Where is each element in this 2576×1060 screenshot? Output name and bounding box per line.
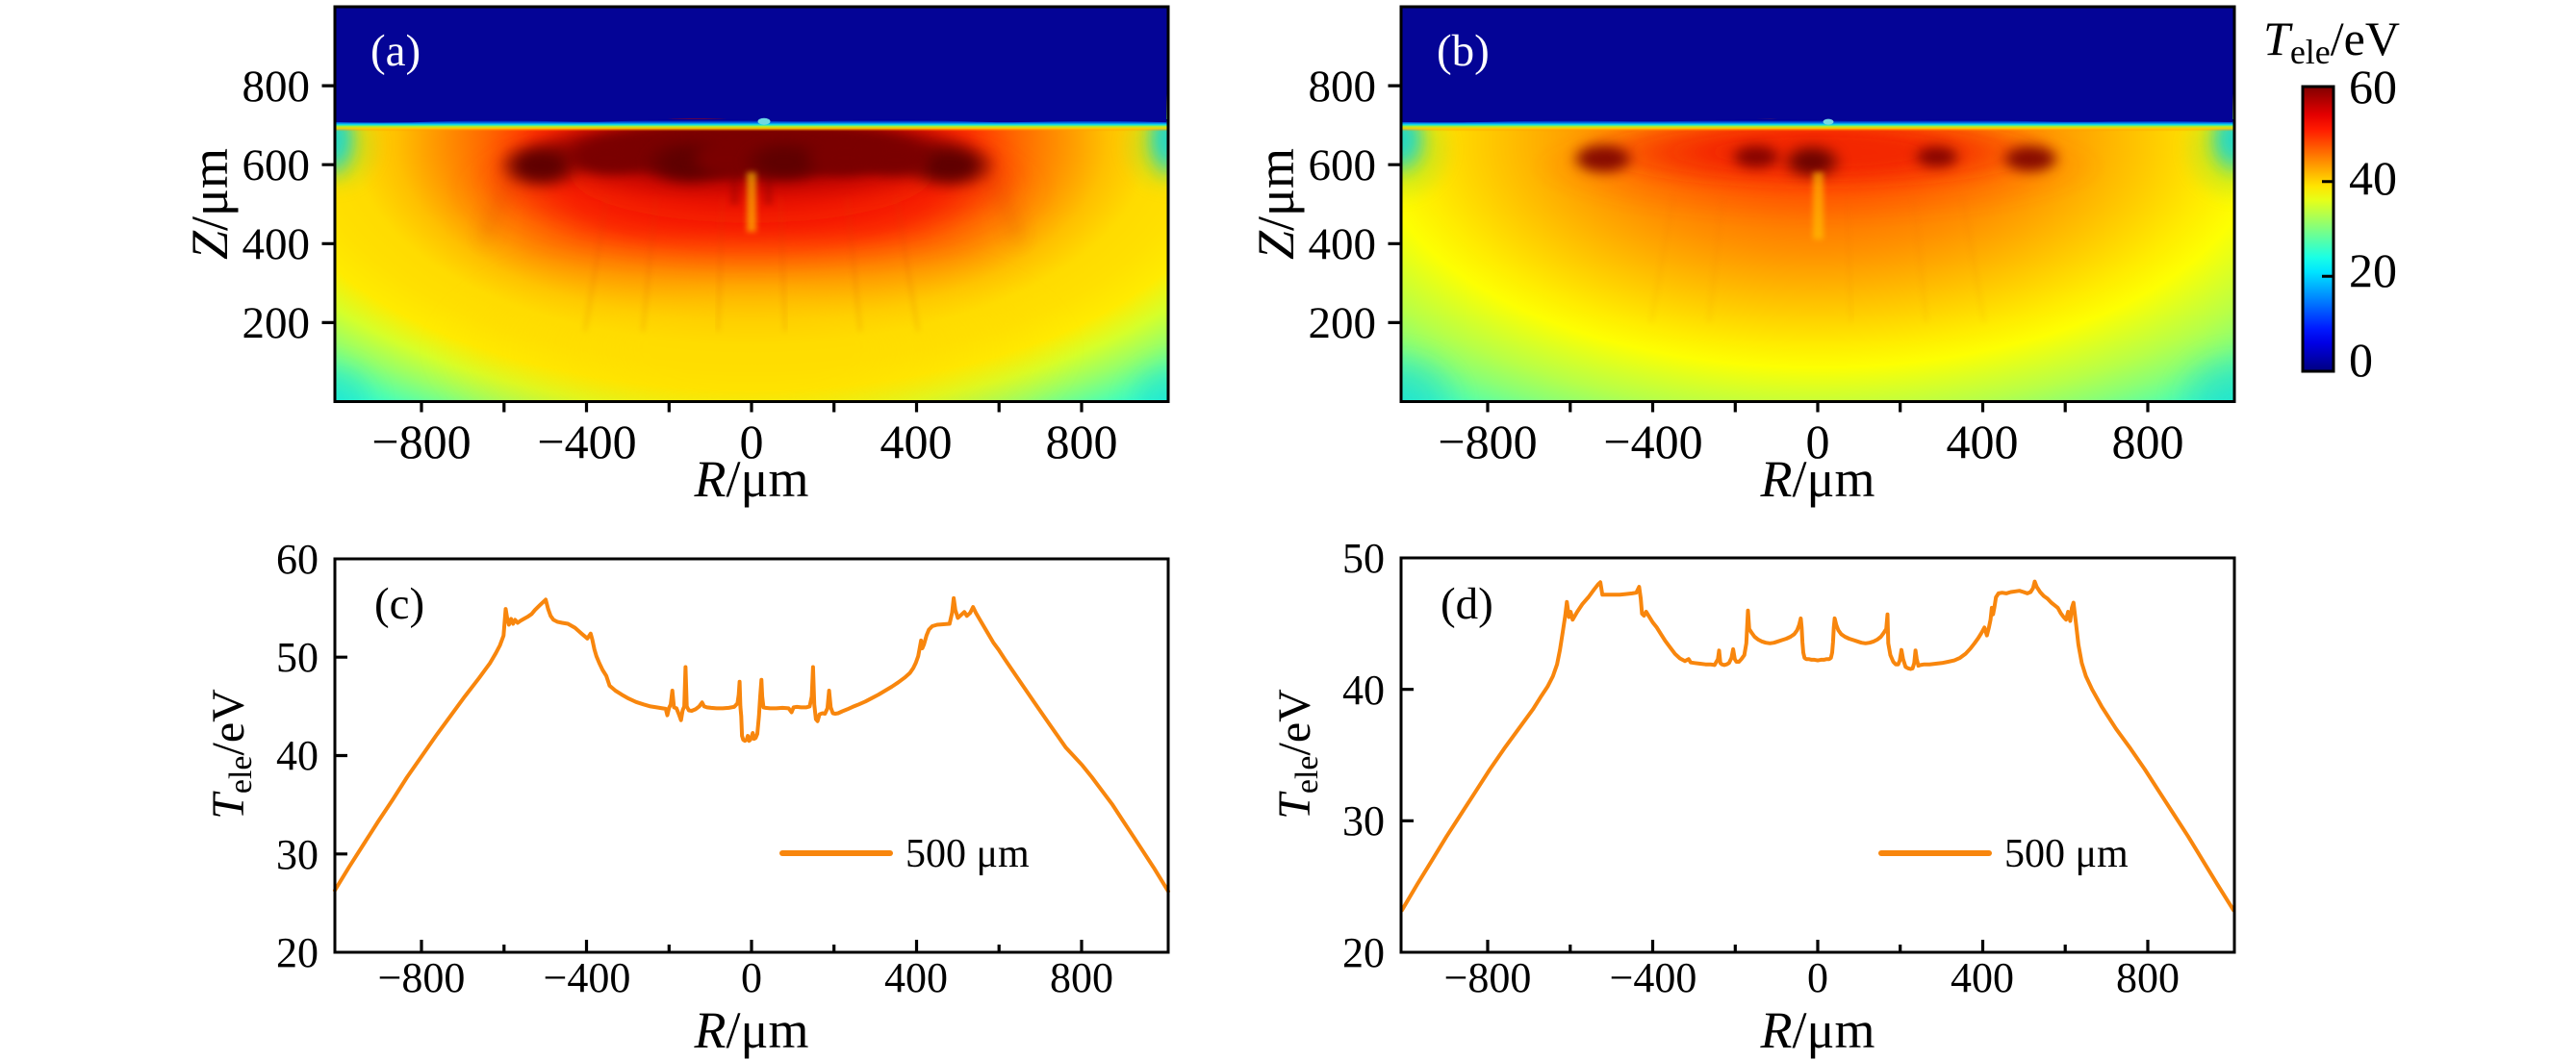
svg-text:Z/μm: Z/μm [1247, 148, 1305, 260]
svg-text:500 μm: 500 μm [905, 832, 1030, 876]
svg-text:0: 0 [741, 954, 762, 1001]
svg-text:400: 400 [884, 954, 948, 1001]
svg-text:R/μm: R/μm [694, 450, 809, 508]
svg-text:(a): (a) [370, 26, 421, 76]
svg-text:30: 30 [276, 831, 319, 878]
svg-text:800: 800 [1050, 954, 1113, 1001]
svg-text:(b): (b) [1437, 26, 1490, 76]
svg-text:(d): (d) [1441, 579, 1493, 629]
svg-text:50: 50 [276, 634, 319, 681]
svg-text:20: 20 [1342, 929, 1385, 976]
svg-text:600: 600 [242, 140, 311, 190]
svg-text:400: 400 [880, 415, 953, 468]
svg-text:(c): (c) [374, 579, 424, 629]
svg-text:0: 0 [1806, 415, 1830, 468]
svg-text:800: 800 [2112, 415, 2184, 468]
svg-text:20: 20 [276, 929, 319, 976]
svg-text:−400: −400 [544, 954, 631, 1001]
svg-text:R/μm: R/μm [1760, 1001, 1875, 1059]
svg-text:400: 400 [1947, 415, 2019, 468]
svg-text:Tele/eV: Tele/eV [2263, 12, 2400, 71]
svg-text:20: 20 [2349, 243, 2397, 297]
svg-text:800: 800 [242, 62, 311, 112]
svg-text:−400: −400 [1610, 954, 1697, 1001]
svg-text:60: 60 [276, 536, 319, 583]
svg-text:40: 40 [1342, 667, 1385, 714]
svg-text:0: 0 [2349, 333, 2373, 387]
svg-text:R/μm: R/μm [694, 1001, 809, 1059]
svg-text:800: 800 [2116, 954, 2180, 1001]
svg-text:Tele/eV: Tele/eV [1269, 689, 1325, 820]
svg-text:600: 600 [1309, 140, 1377, 190]
svg-text:−800: −800 [371, 415, 471, 468]
svg-text:−400: −400 [1603, 415, 1702, 468]
svg-text:50: 50 [1342, 535, 1385, 582]
svg-text:40: 40 [276, 732, 319, 779]
svg-text:400: 400 [242, 219, 311, 269]
svg-text:0: 0 [740, 415, 764, 468]
svg-text:0: 0 [1807, 954, 1828, 1001]
svg-text:−800: −800 [378, 954, 466, 1001]
svg-text:−800: −800 [1444, 954, 1532, 1001]
svg-text:200: 200 [1309, 298, 1377, 348]
svg-text:800: 800 [1309, 62, 1377, 112]
svg-text:R/μm: R/μm [1760, 450, 1875, 508]
svg-text:60: 60 [2349, 60, 2397, 114]
svg-text:30: 30 [1342, 797, 1385, 845]
svg-text:Tele/eV: Tele/eV [203, 689, 259, 820]
svg-text:800: 800 [1046, 415, 1118, 468]
svg-text:400: 400 [1951, 954, 2014, 1001]
svg-text:400: 400 [1309, 219, 1377, 269]
svg-text:−800: −800 [1438, 415, 1537, 468]
svg-text:500 μm: 500 μm [2004, 832, 2129, 876]
svg-text:200: 200 [242, 298, 311, 348]
svg-text:40: 40 [2349, 151, 2397, 205]
svg-text:Z/μm: Z/μm [181, 148, 239, 260]
svg-text:−400: −400 [537, 415, 636, 468]
